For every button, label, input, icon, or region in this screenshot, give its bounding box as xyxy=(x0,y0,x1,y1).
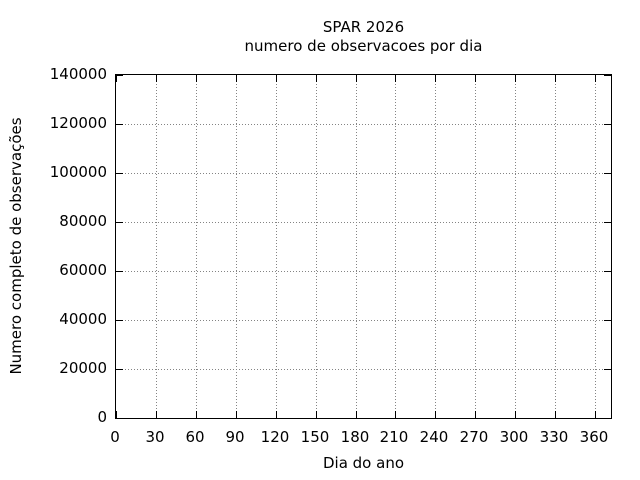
x-tick-label: 300 xyxy=(499,428,529,446)
x-tick-label: 360 xyxy=(579,428,609,446)
y-tick-label: 0 xyxy=(97,408,107,426)
x-tick-mark xyxy=(435,411,436,418)
y-tick-mark xyxy=(604,369,611,370)
y-tick-mark xyxy=(604,173,611,174)
x-tick-mark xyxy=(515,75,516,82)
v-gridline xyxy=(236,75,237,418)
x-tick-mark xyxy=(276,411,277,418)
x-tick-label: 60 xyxy=(185,428,205,446)
y-axis-label: Numero completo de observações xyxy=(7,117,25,375)
x-tick-mark xyxy=(116,75,117,82)
h-gridline xyxy=(116,173,611,174)
y-tick-mark xyxy=(116,222,123,223)
y-tick-label: 20000 xyxy=(59,359,107,377)
y-tick-mark xyxy=(604,418,611,419)
x-tick-label: 150 xyxy=(300,428,330,446)
v-gridline xyxy=(515,75,516,418)
h-gridline xyxy=(116,271,611,272)
x-axis-label: Dia do ano xyxy=(322,454,405,472)
x-tick-mark xyxy=(356,75,357,82)
y-tick-label: 80000 xyxy=(59,212,107,230)
y-tick-mark xyxy=(604,75,611,76)
v-gridline xyxy=(595,75,596,418)
h-gridline xyxy=(116,124,611,125)
x-tick-mark xyxy=(395,411,396,418)
x-tick-mark xyxy=(515,411,516,418)
x-tick-label: 270 xyxy=(459,428,489,446)
y-tick-mark xyxy=(116,124,123,125)
h-gridline xyxy=(116,320,611,321)
x-tick-mark xyxy=(156,411,157,418)
v-gridline xyxy=(196,75,197,418)
x-tick-mark xyxy=(475,411,476,418)
y-tick-mark xyxy=(116,75,123,76)
x-tick-mark xyxy=(276,75,277,82)
y-tick-label: 140000 xyxy=(49,65,107,83)
x-tick-label: 180 xyxy=(340,428,370,446)
x-tick-mark xyxy=(316,411,317,418)
x-tick-mark xyxy=(475,75,476,82)
y-tick-mark xyxy=(604,271,611,272)
x-tick-mark xyxy=(116,411,117,418)
y-tick-label: 60000 xyxy=(59,261,107,279)
v-gridline xyxy=(356,75,357,418)
x-tick-label: 120 xyxy=(260,428,290,446)
x-tick-mark xyxy=(595,75,596,82)
x-tick-label: 330 xyxy=(539,428,569,446)
y-tick-mark xyxy=(116,173,123,174)
x-tick-mark xyxy=(435,75,436,82)
v-gridline xyxy=(156,75,157,418)
x-tick-mark xyxy=(395,75,396,82)
x-tick-mark xyxy=(356,411,357,418)
y-tick-mark xyxy=(116,418,123,419)
chart-title: SPAR 2026 xyxy=(322,18,405,36)
v-gridline xyxy=(276,75,277,418)
chart-subtitle: numero de observacoes por dia xyxy=(244,37,483,55)
y-tick-mark xyxy=(116,369,123,370)
y-tick-label: 100000 xyxy=(49,163,107,181)
x-tick-mark xyxy=(555,411,556,418)
v-gridline xyxy=(395,75,396,418)
v-gridline xyxy=(316,75,317,418)
h-gridline xyxy=(116,222,611,223)
y-tick-mark xyxy=(604,320,611,321)
x-tick-label: 90 xyxy=(225,428,245,446)
y-tick-mark xyxy=(604,222,611,223)
x-tick-mark xyxy=(555,75,556,82)
v-gridline xyxy=(435,75,436,418)
x-tick-mark xyxy=(595,411,596,418)
y-tick-mark xyxy=(116,320,123,321)
plot-area xyxy=(115,74,612,419)
x-tick-mark xyxy=(196,411,197,418)
x-tick-mark xyxy=(316,75,317,82)
h-gridline xyxy=(116,369,611,370)
v-gridline xyxy=(555,75,556,418)
y-tick-label: 120000 xyxy=(49,114,107,132)
x-tick-label: 210 xyxy=(379,428,409,446)
x-tick-mark xyxy=(236,411,237,418)
y-tick-mark xyxy=(604,124,611,125)
x-tick-mark xyxy=(236,75,237,82)
x-tick-label: 240 xyxy=(419,428,449,446)
y-tick-label: 40000 xyxy=(59,310,107,328)
v-gridline xyxy=(475,75,476,418)
y-tick-mark xyxy=(116,271,123,272)
x-tick-mark xyxy=(156,75,157,82)
x-tick-mark xyxy=(196,75,197,82)
x-tick-label: 0 xyxy=(110,428,120,446)
x-tick-label: 30 xyxy=(145,428,165,446)
